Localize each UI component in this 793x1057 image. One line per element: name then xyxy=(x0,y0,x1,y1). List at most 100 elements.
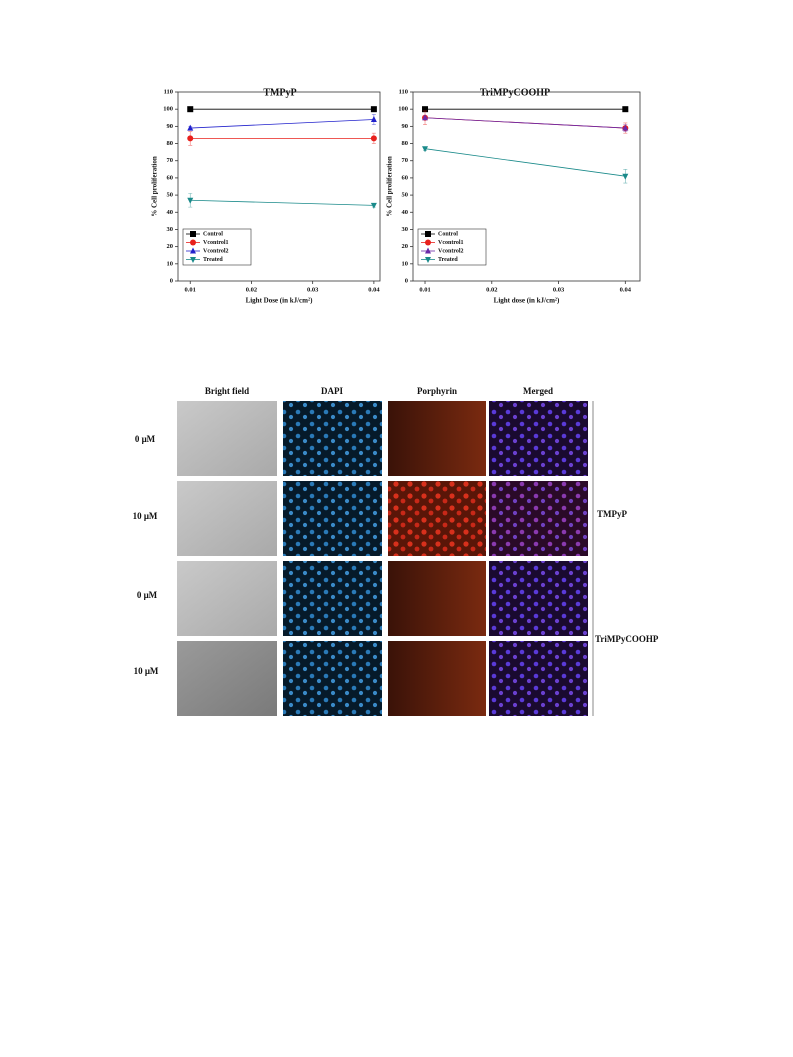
legend-label: Vcontrol1 xyxy=(438,240,464,246)
marker xyxy=(190,239,196,246)
column-header: Bright field xyxy=(205,386,249,396)
column-header: Porphyrin xyxy=(417,386,457,396)
marker xyxy=(422,146,429,153)
y-tick-label: 20 xyxy=(167,243,174,250)
marker xyxy=(187,106,194,113)
marker xyxy=(622,173,629,180)
marker xyxy=(425,231,431,237)
column-header: DAPI xyxy=(321,386,343,396)
x-tick-label: 0.04 xyxy=(620,286,632,293)
row-label: 10 μM xyxy=(134,666,159,676)
image xyxy=(177,561,277,636)
x-axis-label: Light dose (in kJ/cm²) xyxy=(494,297,560,305)
image xyxy=(283,641,382,716)
legend-label: Control xyxy=(203,231,223,237)
image xyxy=(283,561,382,636)
x-axis-label: Light Dose (in kJ/cm²) xyxy=(246,297,314,305)
row-label: 0 μM xyxy=(135,434,156,444)
row-label: 10 μM xyxy=(133,511,158,521)
x-tick-label: 0.01 xyxy=(419,286,430,293)
marker xyxy=(370,106,377,113)
series-line xyxy=(190,199,374,206)
image xyxy=(283,481,382,556)
y-tick-label: 60 xyxy=(402,174,409,181)
marker xyxy=(370,202,377,209)
y-tick-label: 30 xyxy=(167,226,174,233)
y-tick-label: 0 xyxy=(405,277,408,284)
x-tick-label: 0.03 xyxy=(307,286,319,293)
y-axis-label: % Cell proliferation xyxy=(386,156,394,217)
y-tick-label: 10 xyxy=(167,260,174,267)
x-tick-label: 0.02 xyxy=(486,286,497,293)
marker xyxy=(190,257,196,263)
marker xyxy=(425,239,431,246)
y-tick-label: 60 xyxy=(167,174,174,181)
image xyxy=(388,641,486,716)
y-axis-label: % Cell proliferation xyxy=(151,156,159,217)
marker xyxy=(187,197,194,204)
image xyxy=(177,481,277,556)
x-tick-label: 0.03 xyxy=(553,286,565,293)
y-tick-label: 90 xyxy=(167,123,174,130)
marker xyxy=(425,247,431,254)
marker xyxy=(187,124,194,131)
y-tick-label: 80 xyxy=(402,140,409,147)
chart: TMPyP 0 10 20 30 40 50 60 70 80 90 100 110 0.01 0.02 0.… xyxy=(151,87,381,305)
marker xyxy=(187,135,194,142)
marker xyxy=(190,231,196,237)
series-line xyxy=(424,148,626,177)
image xyxy=(489,561,588,636)
image xyxy=(177,401,277,476)
image xyxy=(388,561,486,636)
micrograph-grid: Bright field DAPI Porphyrin Merged 0 μM … xyxy=(133,386,659,716)
plot-frame xyxy=(412,91,641,282)
image xyxy=(489,481,588,556)
chart-title: TriMPyCOOHP xyxy=(480,87,550,98)
image xyxy=(177,641,277,716)
group-label: TriMPyCOOHP xyxy=(595,634,659,644)
y-tick-label: 100 xyxy=(163,106,173,113)
image xyxy=(388,481,486,556)
y-tick-label: 100 xyxy=(398,106,408,113)
group-label: TMPyP xyxy=(597,509,627,519)
y-tick-label: 40 xyxy=(402,209,409,216)
y-tick-label: 80 xyxy=(167,140,174,147)
y-tick-label: 30 xyxy=(402,226,409,233)
row-label: 0 μM xyxy=(137,590,158,600)
marker xyxy=(370,135,377,142)
plot-frame xyxy=(177,91,381,282)
marker xyxy=(622,124,629,131)
marker xyxy=(622,106,629,113)
y-tick-label: 70 xyxy=(167,157,174,164)
column-header: Merged xyxy=(523,386,553,396)
image xyxy=(283,401,382,476)
y-tick-label: 20 xyxy=(402,243,409,250)
y-tick-label: 10 xyxy=(402,260,409,267)
y-tick-label: 50 xyxy=(402,192,409,199)
marker xyxy=(190,247,196,254)
marker xyxy=(422,114,429,121)
y-tick-label: 40 xyxy=(167,209,174,216)
image xyxy=(489,401,588,476)
series-line xyxy=(424,117,626,129)
series-line xyxy=(190,119,374,129)
legend-label: Control xyxy=(438,231,458,237)
x-tick-label: 0.02 xyxy=(246,286,257,293)
y-tick-label: 110 xyxy=(399,88,408,95)
marker xyxy=(422,106,429,113)
image xyxy=(388,401,486,476)
y-tick-label: 70 xyxy=(402,157,409,164)
marker xyxy=(425,257,431,263)
legend-label: Treated xyxy=(438,257,458,263)
y-tick-label: 50 xyxy=(167,192,174,199)
y-tick-label: 0 xyxy=(170,277,173,284)
image xyxy=(489,641,588,716)
legend-label: Vcontrol2 xyxy=(203,248,229,254)
y-tick-label: 90 xyxy=(402,123,409,130)
legend-label: Vcontrol2 xyxy=(438,248,464,254)
x-tick-label: 0.01 xyxy=(185,286,196,293)
marker xyxy=(370,115,377,122)
legend-label: Vcontrol1 xyxy=(203,240,229,246)
chart-title: TMPyP xyxy=(263,87,296,98)
